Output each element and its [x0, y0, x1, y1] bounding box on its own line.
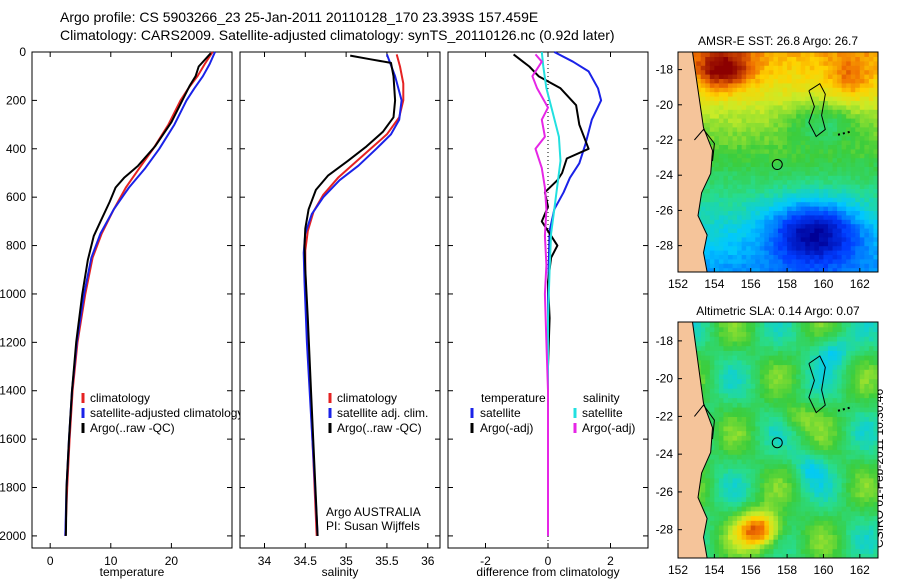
panel-sla_map: 152 154 156 158 160 162 -18 -20 -22 -24 -26 -28 Alti…: [656, 304, 879, 577]
shelf-contour: [694, 404, 715, 440]
x-tick-label: 36: [421, 554, 435, 568]
y-tick-label: -18: [656, 63, 674, 77]
land-mass: [678, 322, 714, 558]
legend-label: Argo(-adj): [480, 421, 533, 435]
reef-contour: [808, 82, 826, 138]
x-tick-label: 20: [165, 554, 179, 568]
y-tick-label: 1000: [0, 287, 26, 301]
argo-location-marker: [771, 437, 783, 449]
difference-xlabel: difference from climatology: [476, 565, 619, 579]
y-tick-label: -28: [656, 523, 674, 537]
x-tick-label: 34: [258, 554, 272, 568]
legend-label: satellite adj. clim.: [337, 406, 428, 420]
series-line-satellite-adj-clim-: [302, 54, 403, 536]
x-tick-label: -2: [480, 554, 491, 568]
y-tick-label: 2000: [0, 529, 26, 543]
x-tick-label: 0: [47, 554, 54, 568]
y-tick-label: -20: [656, 98, 674, 112]
land-mass: [678, 52, 714, 272]
figure-title-line-2: Climatology: CARS2009. Satellite-adjuste…: [60, 27, 615, 43]
salinity-xlabel: salinity: [322, 565, 359, 579]
y-tick-label: 1400: [0, 384, 26, 398]
temperature-axes-frame: [31, 51, 233, 549]
x-tick-label: 160: [813, 563, 833, 577]
legend-label: climatology: [90, 391, 150, 405]
x-tick-label: 2: [607, 554, 614, 568]
salinity-axes-frame: [239, 51, 441, 549]
y-tick-label: 400: [6, 142, 26, 156]
x-tick-label: 34.5: [294, 554, 318, 568]
shelf-contour: [694, 128, 715, 162]
x-tick-label: 158: [777, 277, 797, 291]
legend-label: satellite: [582, 406, 623, 420]
y-tick-label: 600: [6, 190, 26, 204]
y-tick-label: -20: [656, 372, 674, 386]
sst_map-field: [678, 52, 878, 272]
credit-text: PI: Susan Wijffels: [326, 519, 420, 533]
x-tick-label: 154: [704, 277, 724, 291]
legend-label: satellite: [480, 406, 521, 420]
x-tick-label: 35: [339, 554, 353, 568]
x-tick-label: 156: [741, 563, 761, 577]
sla_map-title: Altimetric SLA: 0.14 Argo: 0.07: [696, 304, 860, 318]
legend-label: climatology: [337, 391, 397, 405]
x-tick-label: 158: [777, 563, 797, 577]
y-tick-label: -22: [656, 133, 674, 147]
sst_map-frame: [677, 51, 879, 273]
y-tick-label: -26: [656, 203, 674, 217]
series-line-argo-raw-qc-: [303, 54, 397, 536]
legend-label: temperature: [481, 391, 546, 405]
y-tick-label: 1800: [0, 481, 26, 495]
y-tick-label: 800: [6, 239, 26, 253]
legend-label: Argo(..raw -QC): [90, 421, 175, 435]
y-tick-label: -22: [656, 409, 674, 423]
x-tick-label: 154: [704, 563, 724, 577]
sla_map-field: [678, 322, 878, 558]
legend-label: satellite-adjusted climatology: [90, 406, 243, 420]
y-tick-label: 1200: [0, 335, 26, 349]
x-tick-label: 162: [850, 563, 870, 577]
legend-label: Argo(..raw -QC): [337, 421, 422, 435]
panel-temperature: 0 10 2002004006008001000120014001600180020…: [0, 45, 243, 579]
x-tick-label: 162: [850, 277, 870, 291]
x-tick-label: 152: [668, 277, 688, 291]
x-tick-label: 0: [545, 554, 552, 568]
y-tick-label: -26: [656, 485, 674, 499]
temperature-xlabel: temperature: [100, 565, 165, 579]
x-tick-label: 156: [741, 277, 761, 291]
panel-salinity: 34 34.5 35 35.5 36 salinity climatologysatelli…: [239, 51, 441, 579]
x-tick-label: 35.5: [375, 554, 399, 568]
y-tick-label: -24: [656, 447, 674, 461]
panel-sst_map: 152 154 156 158 160 162 -18 -20 -22 -24 -26 -28 AMSR…: [656, 34, 879, 291]
x-tick-label: 152: [668, 563, 688, 577]
credit-text: Argo AUSTRALIA: [326, 505, 421, 519]
figure-title-line-1: Argo profile: CS 5903266_23 25-Jan-2011 …: [60, 9, 539, 25]
y-tick-label: 1600: [0, 432, 26, 446]
y-tick-label: 0: [19, 45, 26, 59]
sst_map-title: AMSR-E SST: 26.8 Argo: 26.7: [698, 34, 858, 48]
y-tick-label: -24: [656, 168, 674, 182]
y-tick-label: -28: [656, 239, 674, 253]
sla_map-frame: [677, 321, 879, 559]
series-line-salinity-argo-adj-: [531, 53, 549, 536]
x-tick-label: 160: [813, 277, 833, 291]
legend-label: salinity: [583, 391, 620, 405]
x-tick-label: 10: [104, 554, 118, 568]
argo-location-marker: [771, 159, 783, 171]
y-tick-label: -18: [656, 334, 674, 348]
reef-contour: [808, 355, 826, 414]
series-line-argo-raw-qc-: [64, 52, 212, 536]
series-line-salinity-satellite: [540, 51, 562, 536]
y-tick-label: 200: [6, 93, 26, 107]
legend-label: Argo(-adj): [582, 421, 635, 435]
